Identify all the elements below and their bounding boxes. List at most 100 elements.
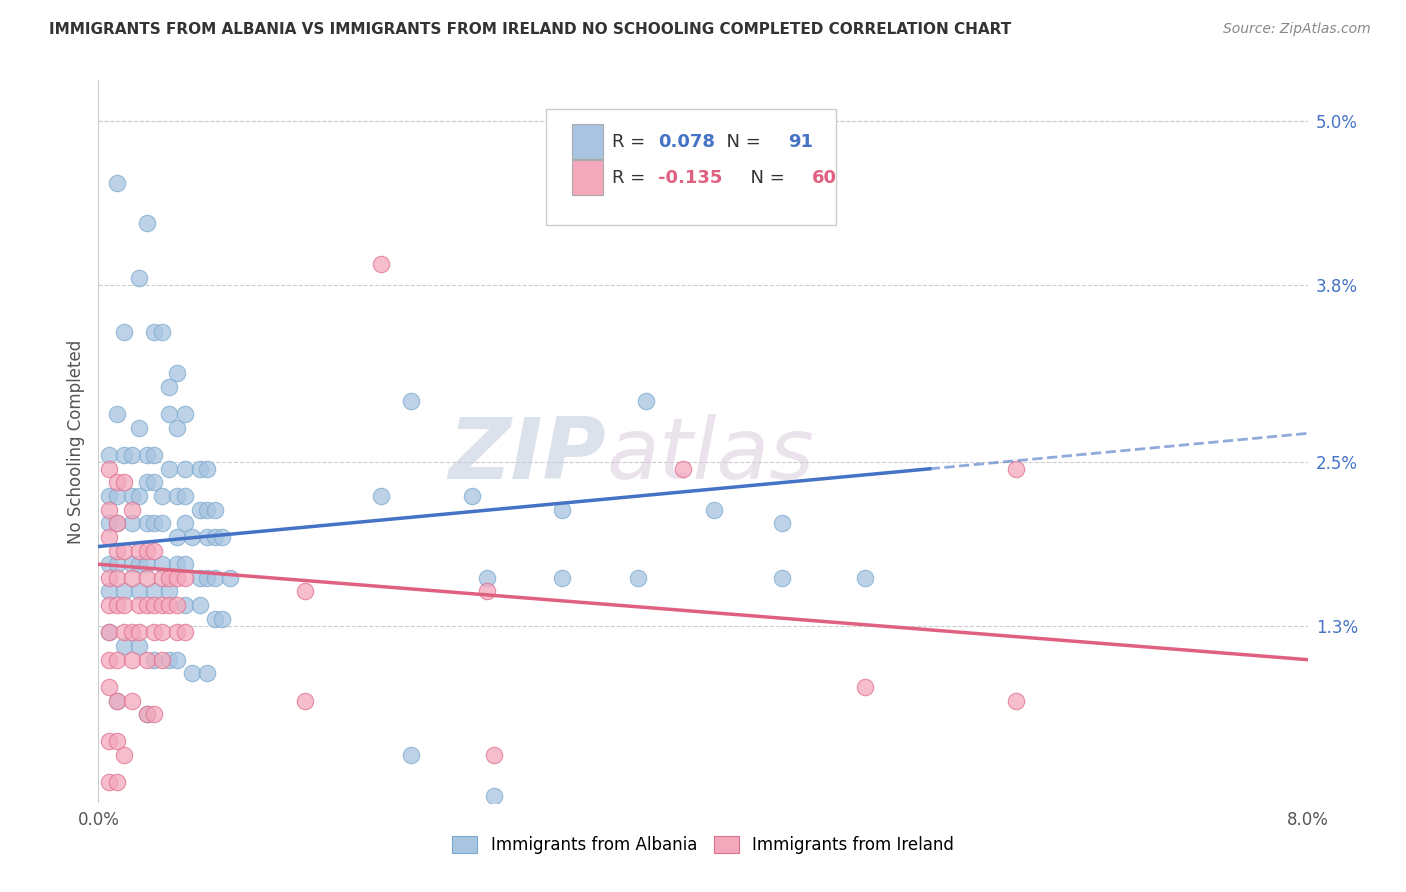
Point [150,598,173,612]
Point [484,789,506,803]
Point [159,653,181,667]
Point [195,530,218,544]
Point [121,653,143,667]
Point [135,571,157,585]
Point [627,571,650,585]
Point [211,612,233,626]
Point [853,680,876,694]
Point [173,558,195,572]
Point [181,530,204,544]
Point [401,393,423,408]
Point [112,448,135,462]
Point [98,462,121,476]
Point [204,612,226,626]
Point [98,625,121,640]
Point [159,584,181,599]
Text: R =: R = [613,133,651,151]
Point [475,584,498,599]
Point [121,693,143,707]
Point [98,448,121,462]
Point [105,571,128,585]
Point [461,489,484,503]
Text: 0.078: 0.078 [658,133,716,151]
Point [551,571,574,585]
Point [166,421,188,435]
Point [143,598,166,612]
Point [143,707,166,722]
Point [188,598,211,612]
Point [135,598,157,612]
Point [98,502,121,516]
Point [150,625,173,640]
Point [105,653,128,667]
Text: N =: N = [716,133,766,151]
Point [112,639,135,653]
FancyBboxPatch shape [546,109,837,225]
Point [98,584,121,599]
Point [166,653,188,667]
Point [159,380,181,394]
Point [98,625,121,640]
Point [166,558,188,572]
Point [401,748,423,763]
Point [112,475,135,490]
Point [105,693,128,707]
Point [770,571,793,585]
Point [135,653,157,667]
Point [150,558,173,572]
Text: -0.135: -0.135 [658,169,723,186]
Text: Source: ZipAtlas.com: Source: ZipAtlas.com [1223,22,1371,37]
Point [166,571,188,585]
Point [105,407,128,421]
Point [173,407,195,421]
Point [195,571,218,585]
Point [135,216,157,230]
Text: IMMIGRANTS FROM ALBANIA VS IMMIGRANTS FROM IRELAND NO SCHOOLING COMPLETED CORREL: IMMIGRANTS FROM ALBANIA VS IMMIGRANTS FR… [49,22,1011,37]
Point [135,707,157,722]
Point [121,502,143,516]
Point [173,598,195,612]
Text: ZIP: ZIP [449,415,606,498]
Point [1005,693,1028,707]
Point [166,489,188,503]
Text: atlas: atlas [606,415,814,498]
Point [370,257,392,271]
Text: N =: N = [740,169,790,186]
Point [294,693,316,707]
Point [112,584,135,599]
Point [135,543,157,558]
Point [105,558,128,572]
Point [128,543,150,558]
Point [98,775,121,789]
Point [150,653,173,667]
Point [112,625,135,640]
Point [159,571,181,585]
Point [150,489,173,503]
Point [121,558,143,572]
Point [150,571,173,585]
Point [370,489,392,503]
Point [159,407,181,421]
Point [121,516,143,531]
Point [672,462,695,476]
Point [188,502,211,516]
Point [166,598,188,612]
Point [484,748,506,763]
Point [121,571,143,585]
Point [150,516,173,531]
Point [173,462,195,476]
Point [128,598,150,612]
Point [195,462,218,476]
Point [211,530,233,544]
Point [219,571,242,585]
Point [173,516,195,531]
Point [105,475,128,490]
Point [143,516,166,531]
Point [135,448,157,462]
Point [135,558,157,572]
Point [135,707,157,722]
Point [128,639,150,653]
Point [188,462,211,476]
Point [853,571,876,585]
Text: R =: R = [613,169,651,186]
